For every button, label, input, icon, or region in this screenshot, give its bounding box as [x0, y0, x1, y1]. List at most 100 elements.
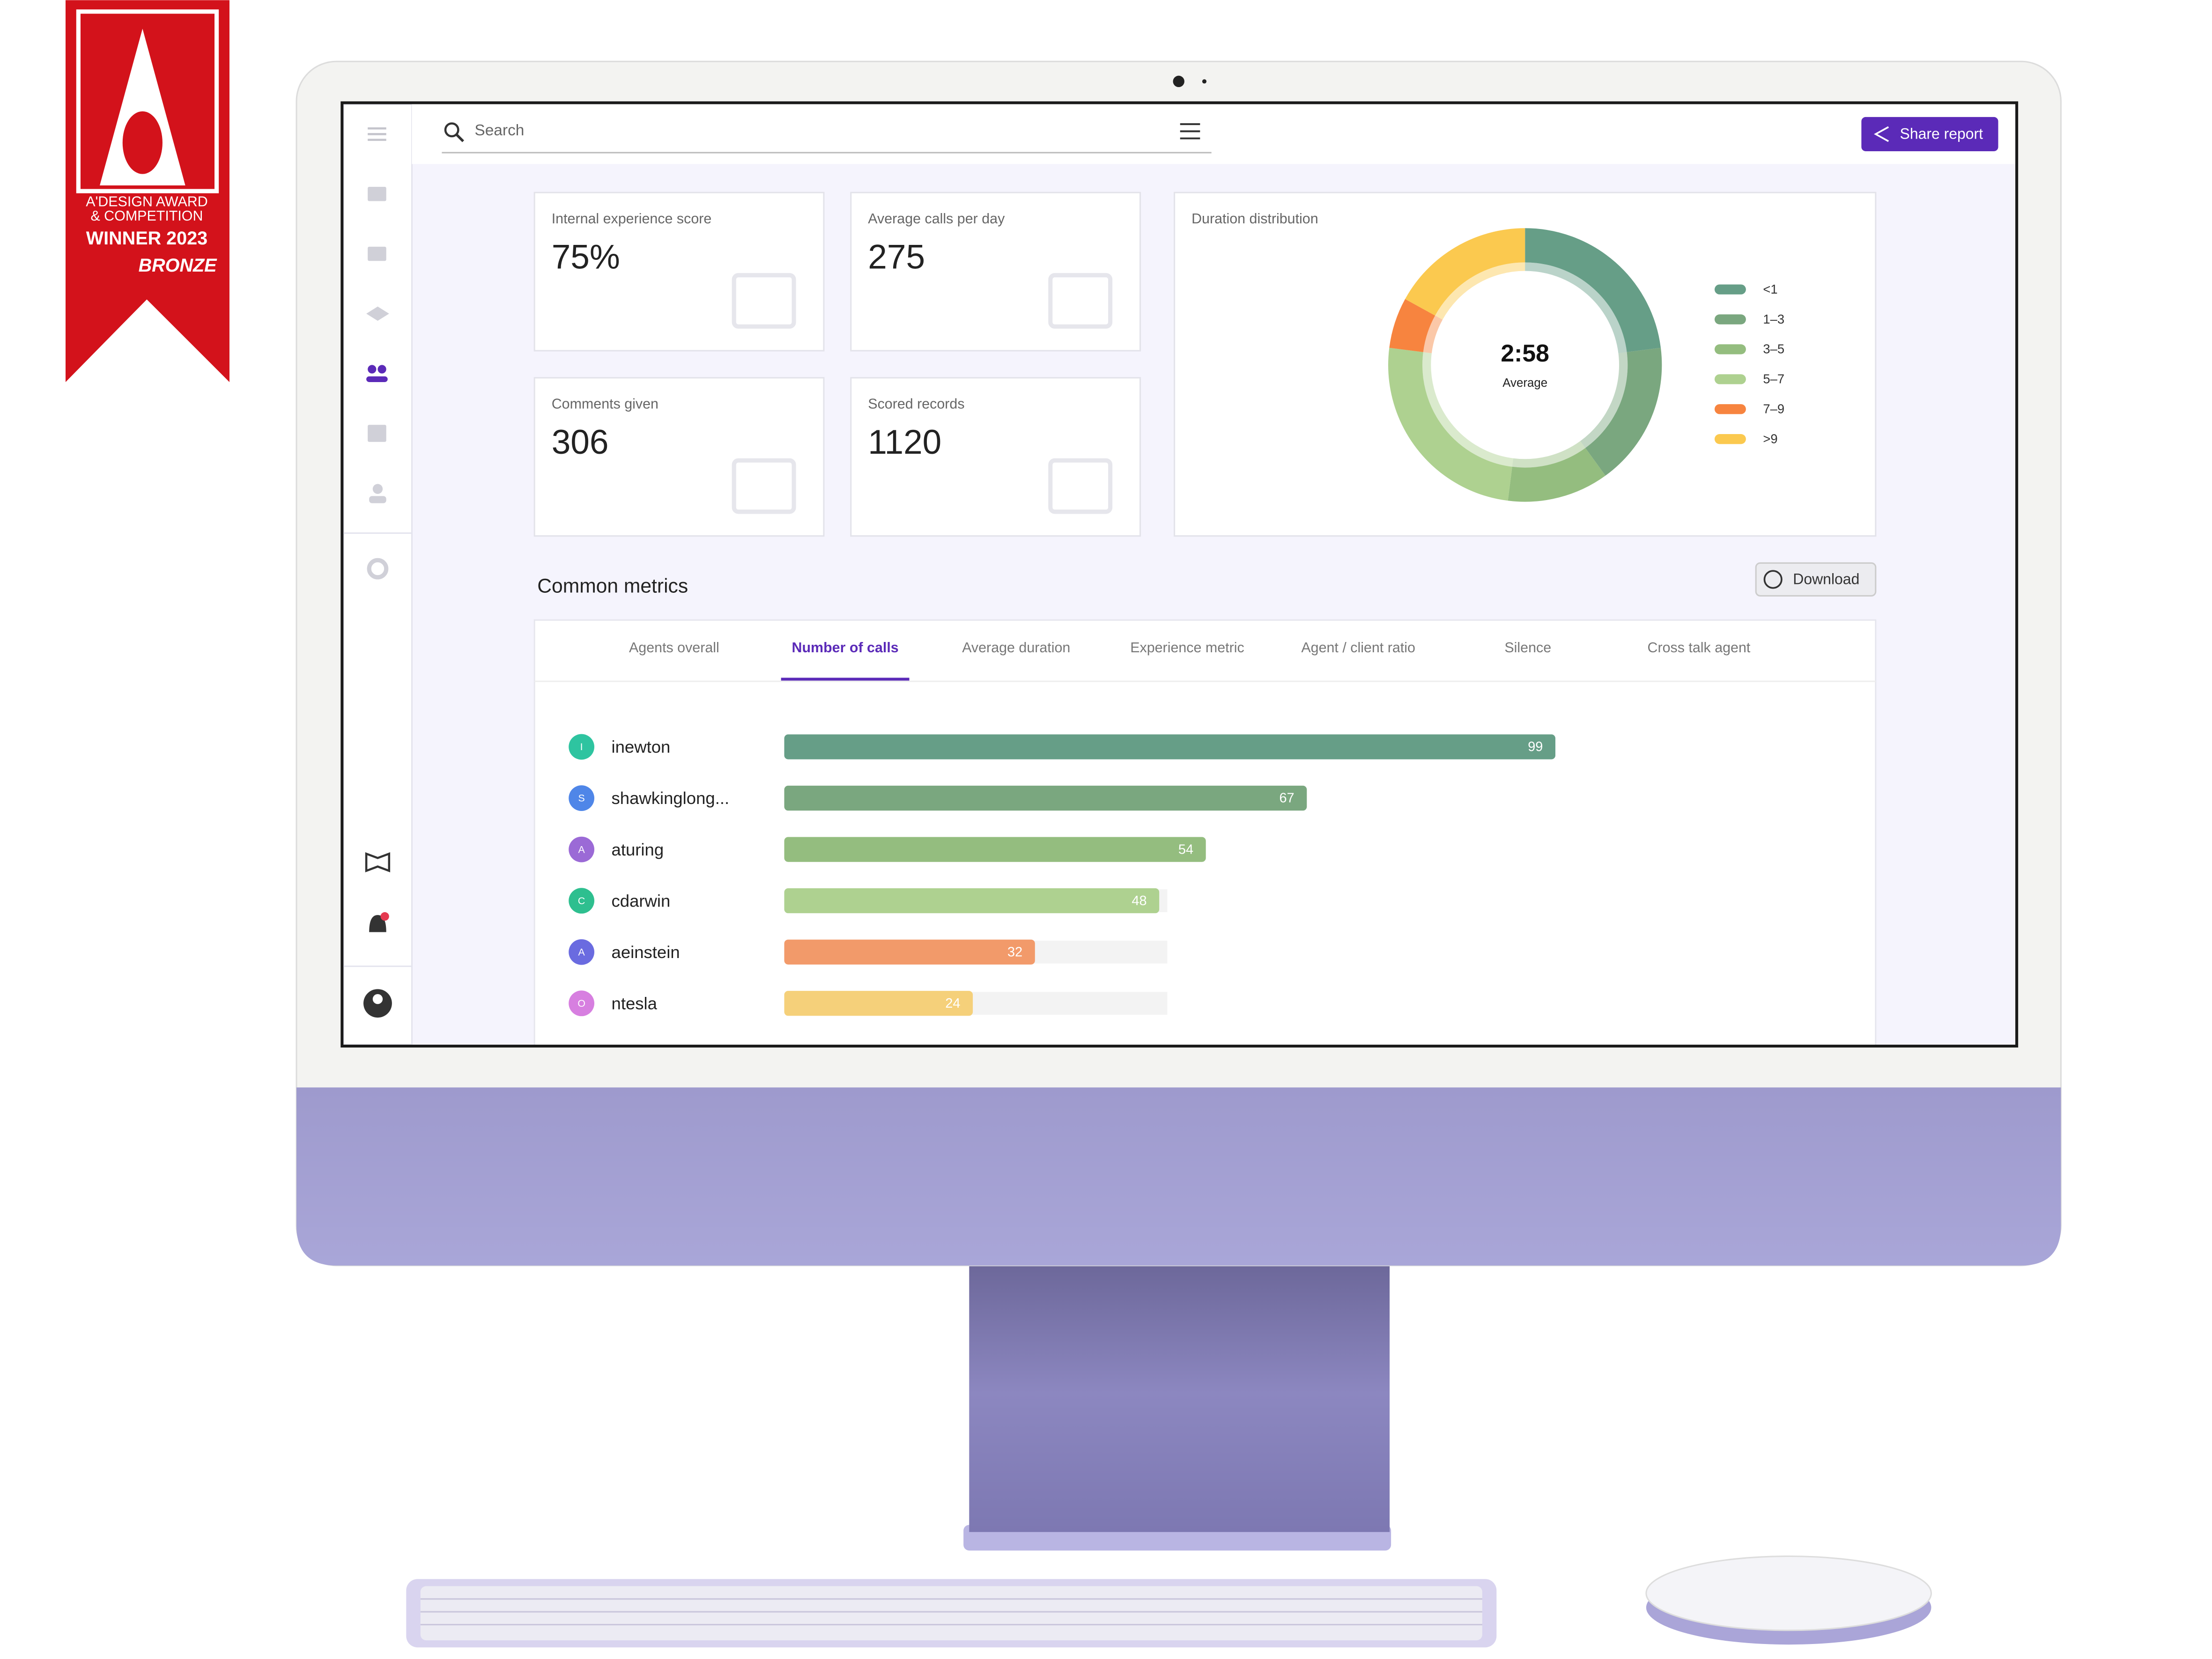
notification-dot [380, 912, 389, 921]
topbar [412, 104, 2016, 164]
mouse [1645, 1555, 1932, 1631]
avatar [569, 734, 595, 760]
download-label[interactable]: Download [1793, 570, 1859, 587]
bar-value-label: 99 [1528, 739, 1543, 754]
bar-value-label: 67 [1279, 791, 1294, 806]
nav-icon[interactable] [372, 484, 383, 494]
share-icon [1874, 126, 1889, 142]
donut-segment [1508, 448, 1605, 502]
kpi-value: 1120 [868, 423, 941, 461]
stand [969, 1254, 1390, 1532]
donut-segment [1388, 347, 1513, 501]
bar-value-label: 48 [1132, 893, 1147, 908]
avatar [569, 888, 595, 914]
agent-name: aturing [612, 840, 664, 859]
legend-swatch [1714, 314, 1746, 324]
donut-segment [1405, 228, 1525, 316]
kpi-label: Internal experience score [552, 211, 712, 227]
bar [784, 837, 1206, 862]
avatar [569, 785, 595, 811]
donut-segment [1585, 347, 1662, 476]
bar [784, 888, 1160, 914]
nav-icon[interactable] [369, 496, 386, 503]
menu-icon[interactable] [368, 127, 386, 141]
tab[interactable]: Agent / client ratio [1301, 640, 1415, 656]
badge-frame [76, 9, 219, 193]
bar-value-label: 32 [1007, 944, 1022, 959]
tab[interactable]: Experience metric [1130, 640, 1244, 656]
download-button[interactable] [1755, 562, 1877, 597]
nav-icon-active[interactable] [377, 365, 386, 374]
settings-icon[interactable] [367, 558, 389, 580]
avatar-letter: C [578, 895, 585, 907]
avatar [569, 939, 595, 965]
donut-segment [1389, 299, 1435, 353]
donut-segment [1525, 262, 1627, 354]
avatar [569, 990, 595, 1017]
badge-text: BRONZE [139, 255, 218, 276]
tab[interactable]: Cross talk agent [1648, 640, 1751, 656]
donut-center-label: Average [1502, 376, 1547, 390]
donut-segment [1580, 352, 1628, 448]
docs-icon[interactable] [365, 852, 391, 873]
bar [784, 785, 1307, 811]
sensor [1202, 79, 1207, 84]
tab[interactable]: Agents overall [629, 640, 719, 656]
nav-icon-active[interactable] [366, 376, 388, 382]
share-button[interactable] [1861, 117, 1998, 151]
legend-swatch [1714, 374, 1746, 384]
kpi-icon [1048, 273, 1113, 329]
legend-label: 5–7 [1763, 372, 1784, 386]
metrics-card [533, 619, 1877, 1045]
legend-label: <1 [1763, 282, 1777, 296]
bar [784, 991, 973, 1016]
keys [420, 1586, 1482, 1641]
tab[interactable]: Number of calls [792, 640, 898, 656]
nav-icon[interactable] [368, 246, 386, 261]
monitor-chin [296, 1087, 2061, 1266]
legend-label: 7–9 [1763, 402, 1784, 416]
bar-value-label: 54 [1178, 842, 1193, 857]
badge-text: A'DESIGN AWARD [86, 194, 208, 210]
nav-icon[interactable] [368, 187, 386, 201]
avatar-letter: A [578, 946, 585, 958]
legend-swatch [1714, 284, 1746, 295]
profile-icon-head [372, 994, 383, 1004]
agent-name: shawkinglong... [612, 789, 730, 808]
search-icon [444, 122, 459, 138]
legend-swatch [1714, 344, 1746, 354]
donut-center-value: 2:58 [1501, 339, 1549, 367]
bar [784, 939, 1035, 965]
nav-icon-active[interactable] [368, 365, 377, 374]
kpi-label: Average calls per day [868, 211, 1005, 227]
donut-title: Duration distribution [1191, 211, 1318, 227]
kpi-icon [1048, 458, 1113, 514]
legend-swatch [1714, 404, 1746, 414]
legend-swatch [1714, 434, 1746, 444]
donut-segment [1512, 441, 1585, 468]
kpi-value: 275 [868, 238, 925, 276]
agent-name: aeinstein [612, 943, 680, 962]
sidebar [343, 104, 413, 1045]
kpi-value: 75% [552, 238, 620, 276]
key-rows [420, 1598, 1482, 1626]
agent-name: inewton [612, 737, 671, 757]
search-input[interactable]: Search [474, 122, 524, 139]
kpi-value: 306 [552, 423, 609, 461]
avatar-letter: O [577, 998, 585, 1009]
kpi-icon [732, 273, 796, 329]
avatar-letter: A [578, 844, 585, 855]
agent-name: ntesla [612, 994, 658, 1013]
section-title: Common metrics [537, 575, 688, 597]
tab[interactable]: Average duration [962, 640, 1070, 656]
agent-name: cdarwin [612, 891, 671, 910]
nav-icon[interactable] [368, 425, 386, 442]
avatar [569, 836, 595, 863]
donut-segment [1423, 315, 1443, 354]
tab[interactable]: Silence [1504, 640, 1551, 656]
share-button-label[interactable]: Share report [1900, 125, 1983, 142]
legend-label: 1–3 [1763, 312, 1784, 326]
bar [784, 734, 1556, 759]
filter-icon[interactable] [1180, 123, 1200, 140]
